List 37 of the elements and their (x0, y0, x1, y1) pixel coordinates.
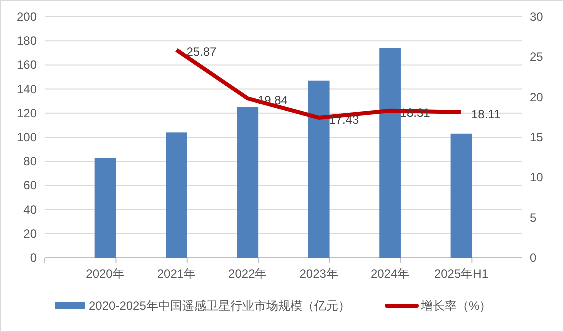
legend-label: 增长率（%） (420, 299, 492, 313)
y2-tick-label: 10 (530, 170, 544, 185)
bar (94, 158, 116, 258)
x-tick-label: 2024年 (370, 267, 410, 281)
y-tick-label: 120 (16, 106, 38, 120)
y2-tick-label: 15 (530, 130, 544, 144)
y2-tick-label: 30 (530, 10, 544, 24)
x-tick-label: 2020年 (86, 267, 125, 281)
y2-tick-label: 0 (530, 251, 537, 265)
y-tick-label: 180 (16, 34, 38, 48)
bar (450, 134, 472, 258)
legend-label: 2020-2025年中国遥感卫星行业市场规模（亿元） (89, 299, 350, 313)
y2-tick-label: 5 (530, 210, 537, 225)
data-label: 18.31 (400, 106, 431, 120)
data-label: 18.11 (471, 108, 501, 122)
y-tick-label: 40 (24, 202, 38, 217)
bar (237, 107, 259, 258)
x-tick-label: 2021年 (157, 267, 196, 281)
x-tick-label: 2025年H1 (434, 267, 489, 281)
y2-tick-label: 20 (530, 90, 544, 104)
data-label: 25.87 (186, 45, 218, 60)
bar (308, 80, 330, 258)
y-tick-label: 200 (16, 10, 38, 24)
data-label: 19.84 (258, 94, 288, 108)
y-tick-label: 160 (16, 58, 38, 72)
y2-tick-label: 25 (530, 50, 544, 64)
y-tick-label: 0 (30, 251, 38, 265)
bar (380, 48, 401, 258)
y-tick-label: 60 (24, 178, 38, 193)
x-tick-label: 2022年 (228, 267, 268, 281)
y-tick-label: 80 (24, 154, 38, 169)
y-tick-label: 20 (24, 226, 38, 241)
y-tick-label: 100 (16, 130, 38, 144)
data-label: 17.43 (329, 112, 360, 127)
bar (166, 132, 188, 258)
x-tick-label: 2023年 (300, 267, 338, 281)
y-tick-label: 140 (16, 82, 38, 96)
